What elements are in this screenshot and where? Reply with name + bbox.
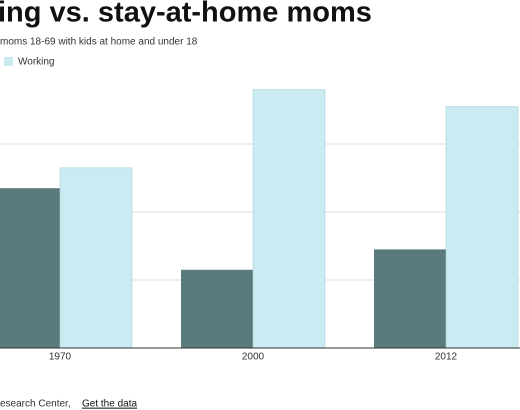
x-tick-label: 2000 bbox=[242, 352, 265, 363]
bar bbox=[181, 269, 253, 348]
bar bbox=[0, 188, 60, 348]
source: esearch Center, bbox=[0, 399, 71, 410]
data-link[interactable]: Get the data bbox=[82, 399, 137, 410]
bar bbox=[59, 167, 133, 349]
x-tick-label: 2012 bbox=[435, 352, 458, 363]
legend-swatch bbox=[4, 57, 13, 66]
x-tick-label: 1970 bbox=[49, 352, 72, 363]
chart-title: ing vs. stay-at-home moms bbox=[0, 0, 372, 29]
bar bbox=[445, 106, 519, 349]
legend-label: Working bbox=[18, 57, 55, 68]
bar bbox=[374, 249, 446, 348]
bar bbox=[252, 89, 326, 349]
chart-subtitle: moms 18-69 with kids at home and under 1… bbox=[0, 37, 198, 48]
